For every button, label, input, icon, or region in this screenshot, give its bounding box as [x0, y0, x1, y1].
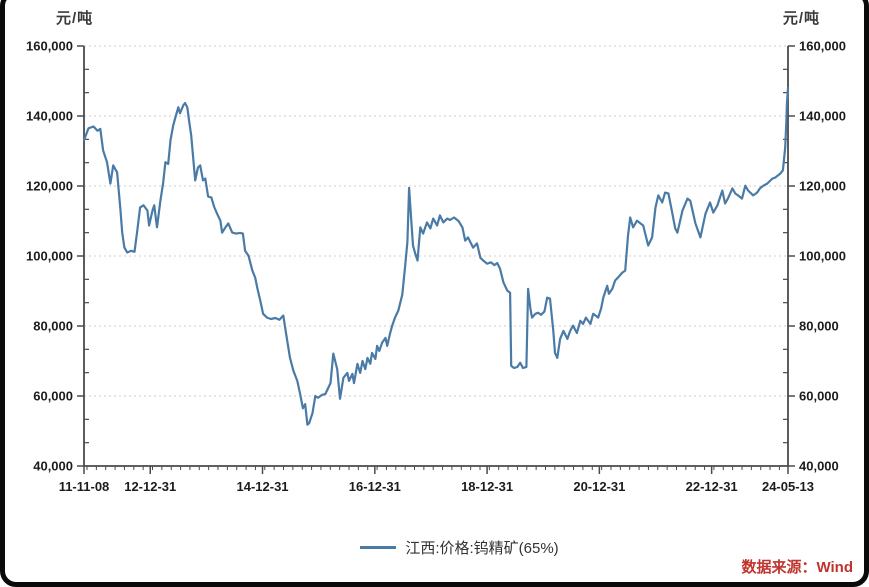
data-source-note: 数据来源：Wind [741, 559, 853, 576]
svg-text:11-11-08: 11-11-08 [59, 479, 110, 494]
svg-text:14-12-31: 14-12-31 [237, 479, 289, 494]
legend-line-swatch [360, 546, 397, 549]
svg-text:18-12-31: 18-12-31 [461, 479, 513, 494]
svg-text:60,000: 60,000 [799, 389, 839, 404]
svg-text:20-12-31: 20-12-31 [573, 479, 625, 494]
svg-text:40,000: 40,000 [799, 459, 839, 474]
svg-text:40,000: 40,000 [33, 459, 73, 474]
svg-text:24-05-13: 24-05-13 [762, 479, 814, 494]
svg-text:16-12-31: 16-12-31 [349, 479, 401, 494]
svg-text:100,000: 100,000 [26, 249, 73, 264]
svg-text:120,000: 120,000 [799, 179, 846, 194]
svg-text:22-12-31: 22-12-31 [686, 479, 738, 494]
svg-text:100,000: 100,000 [799, 249, 846, 264]
svg-text:160,000: 160,000 [26, 39, 73, 54]
svg-text:140,000: 140,000 [26, 109, 73, 124]
y-axis-unit-left: 元/吨 [56, 10, 94, 27]
svg-text:140,000: 140,000 [799, 109, 846, 124]
svg-text:160,000: 160,000 [799, 39, 846, 54]
svg-text:80,000: 80,000 [799, 319, 839, 334]
y-axis-unit-right: 元/吨 [782, 10, 820, 27]
svg-text:80,000: 80,000 [33, 319, 73, 334]
svg-text:120,000: 120,000 [26, 179, 73, 194]
legend-series-label: 江西:价格:钨精矿(65%) [405, 540, 559, 557]
legend: 江西:价格:钨精矿(65%) [25, 537, 869, 558]
svg-text:12-12-31: 12-12-31 [124, 479, 176, 494]
svg-text:60,000: 60,000 [33, 389, 73, 404]
